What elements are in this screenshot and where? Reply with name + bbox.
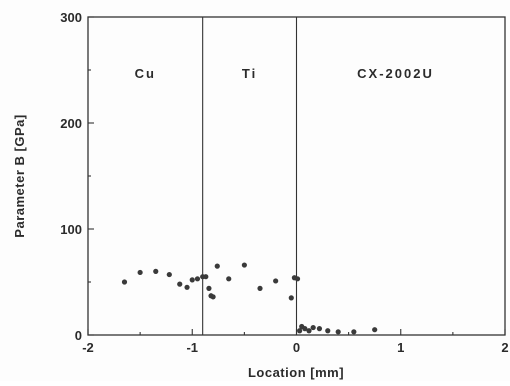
y-tick-label: 200 — [60, 116, 82, 131]
y-axis-title: Parameter B [GPa] — [12, 114, 27, 237]
data-point — [226, 276, 232, 282]
data-point — [297, 328, 303, 334]
data-point — [194, 276, 201, 282]
data-point — [316, 326, 323, 332]
region-label: Cu — [135, 66, 156, 81]
region-labels: Cu Ti CX-2002U — [135, 66, 434, 81]
y-tick-label: 0 — [75, 328, 82, 343]
x-tick-label: -2 — [82, 340, 94, 355]
data-point — [257, 285, 263, 291]
data-point — [214, 263, 220, 269]
data-point — [310, 324, 316, 331]
data-point — [351, 329, 357, 335]
x-tick-label: -1 — [186, 340, 198, 355]
data-point — [166, 271, 172, 278]
data-point — [273, 278, 279, 284]
data-point — [153, 268, 159, 274]
data-point — [177, 281, 183, 287]
data-point — [210, 294, 216, 300]
data-points — [121, 262, 378, 335]
x-tick-label: 1 — [397, 340, 404, 355]
x-axis: -2 -1 0 1 2 — [82, 329, 509, 355]
x-axis-title: Location [mm] — [248, 365, 344, 380]
data-point — [189, 277, 195, 283]
data-point — [325, 328, 331, 334]
data-point — [121, 279, 128, 285]
x-tick-label: 2 — [501, 340, 508, 355]
region-label: Ti — [242, 66, 257, 81]
y-tick-label: 300 — [60, 10, 82, 25]
region-boundaries — [202, 17, 298, 335]
x-tick-label: 0 — [293, 340, 300, 355]
data-point — [184, 284, 190, 290]
data-point — [335, 329, 341, 335]
data-point — [294, 276, 301, 282]
y-axis: 0 100 200 300 — [60, 10, 94, 343]
region-label: CX-2002U — [357, 66, 434, 81]
data-point — [306, 328, 312, 334]
data-point — [288, 295, 294, 301]
data-point — [372, 327, 378, 333]
data-point — [241, 262, 247, 268]
data-point — [206, 285, 212, 291]
data-point — [302, 326, 308, 332]
y-tick-label: 100 — [60, 222, 82, 237]
data-point — [203, 274, 209, 280]
data-point — [137, 269, 143, 276]
